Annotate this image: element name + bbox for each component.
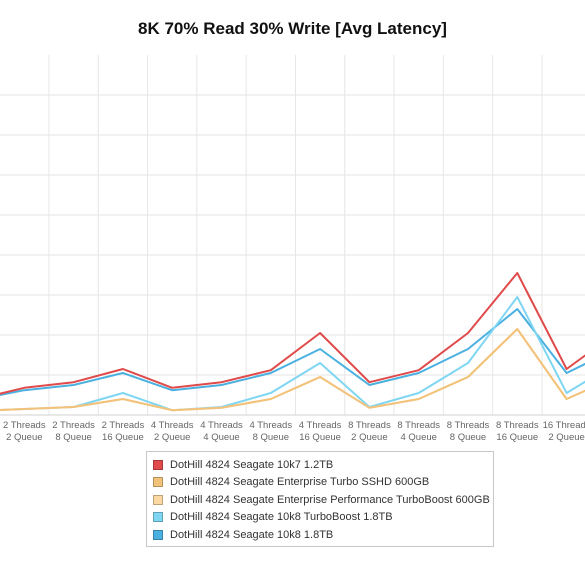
legend-swatch xyxy=(153,494,163,505)
x-tick-label: 8 Threads 4 Queue xyxy=(397,420,440,443)
x-tick-label: 2 Threads 2 Queue xyxy=(3,420,46,443)
legend-label: DotHill 4824 Seagate Enterprise Performa… xyxy=(170,493,490,506)
x-tick-label: 8 Threads 8 Queue xyxy=(447,420,490,443)
chart-grid xyxy=(0,55,585,416)
x-tick-label: 4 Threads 8 Queue xyxy=(249,420,292,443)
legend-item: DotHill 4824 Seagate 10k7 1.2TB xyxy=(151,456,493,474)
x-tick-label: 4 Threads 4 Queue xyxy=(200,420,243,443)
x-tick-label: 2 Threads 16 Queue xyxy=(102,420,145,443)
legend-swatch xyxy=(153,477,163,488)
x-tick-label: 4 Threads 2 Queue xyxy=(151,420,194,443)
legend-swatch xyxy=(153,512,163,523)
legend-label: DotHill 4824 Seagate 10k7 1.2TB xyxy=(170,458,334,471)
series-line xyxy=(0,328,585,412)
chart-title: 8K 70% Read 30% Write [Avg Latency] xyxy=(138,19,447,38)
legend-swatch xyxy=(153,459,163,470)
legend-item: DotHill 4824 Seagate 10k8 TurboBoost 1.8… xyxy=(151,509,493,527)
series-line xyxy=(0,308,585,396)
legend-label: DotHill 4824 Seagate Enterprise Turbo SS… xyxy=(170,476,430,489)
x-tick-label: 2 Threads 8 Queue xyxy=(52,420,95,443)
series-line xyxy=(0,328,585,412)
legend-label: DotHill 4824 Seagate 10k8 1.8TB xyxy=(170,528,334,541)
chart-series xyxy=(0,272,585,412)
chart-legend: DotHill 4824 Seagate 10k7 1.2TB DotHill 4… xyxy=(146,451,494,547)
legend-label: DotHill 4824 Seagate 10k8 TurboBoost 1.8… xyxy=(170,511,393,524)
legend-item: DotHill 4824 Seagate Enterprise Performa… xyxy=(151,491,493,509)
legend-item: DotHill 4824 Seagate 10k8 1.8TB xyxy=(151,526,493,544)
legend-item: DotHill 4824 Seagate Enterprise Turbo SS… xyxy=(151,474,493,492)
x-tick-label: 8 Threads 2 Queue xyxy=(348,420,391,443)
x-tick-label: 4 Threads 16 Queue xyxy=(299,420,342,443)
series-line xyxy=(0,272,585,395)
legend-swatch xyxy=(153,529,163,540)
x-tick-label: 8 Threads 16 Queue xyxy=(496,420,539,443)
